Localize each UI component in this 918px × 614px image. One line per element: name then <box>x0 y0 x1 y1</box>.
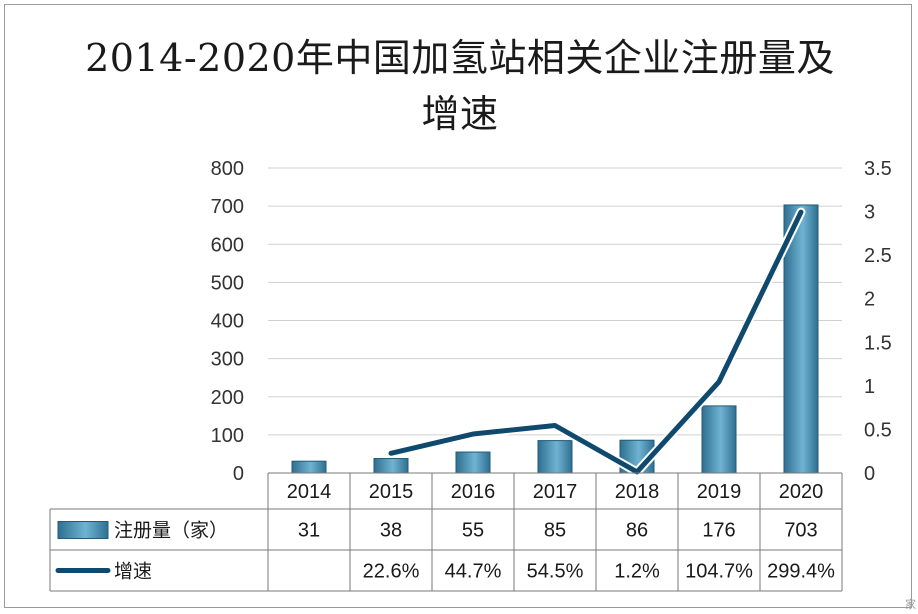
y-right-tick-label: 3.5 <box>864 158 892 180</box>
y-left-tick-label: 700 <box>211 196 244 218</box>
y-left-tick-label: 200 <box>211 387 244 409</box>
x-category-label: 2017 <box>533 481 578 503</box>
table-cell: 86 <box>626 520 648 542</box>
y-right-tick-label: 3 <box>864 202 875 224</box>
x-category-label: 2019 <box>697 481 742 503</box>
legend-bar-swatch <box>57 521 109 539</box>
y-right-tick-label: 1 <box>864 376 875 398</box>
y-left-tick-label: 500 <box>211 272 244 294</box>
y-right-tick-label: 2 <box>864 289 875 311</box>
x-category-label: 2014 <box>287 481 332 503</box>
y-right-tick-label: 1.5 <box>864 332 892 354</box>
y-left-tick-label: 0 <box>233 463 244 485</box>
legend-label: 注册量（家） <box>114 520 228 542</box>
chart-title: 2014-2020年中国加氢站相关企业注册量及增速 <box>85 36 835 136</box>
x-category-label: 2015 <box>369 481 414 503</box>
y-right-tick-label: 0.5 <box>864 419 892 441</box>
table-cell: 85 <box>544 520 566 542</box>
table-cell: 44.7% <box>445 561 502 583</box>
x-category-label: 2020 <box>779 481 824 503</box>
table-cell: 22.6% <box>363 561 420 583</box>
y-right-tick-label: 2.5 <box>864 245 892 267</box>
table-cell: 299.4% <box>767 561 835 583</box>
table-cell: 55 <box>462 520 484 542</box>
chart-frame <box>4 4 912 608</box>
x-category-label: 2018 <box>615 481 660 503</box>
y-left-tick-label: 300 <box>211 349 244 371</box>
table-cell: 38 <box>380 520 402 542</box>
bar <box>537 440 573 474</box>
y-right-tick-label: 0 <box>864 463 875 485</box>
y-left-tick-label: 600 <box>211 234 244 256</box>
bar <box>455 451 491 474</box>
watermark: 家 <box>905 598 916 611</box>
growth-line <box>388 209 804 475</box>
legend-label: 增速 <box>114 561 152 583</box>
bar <box>783 204 819 474</box>
y-left-tick-label: 100 <box>211 425 244 447</box>
table-cell: 703 <box>784 520 817 542</box>
bar <box>373 458 409 474</box>
bar <box>701 405 737 474</box>
bar <box>291 460 327 474</box>
table-cell: 104.7% <box>685 561 753 583</box>
y-left-tick-label: 800 <box>211 158 244 180</box>
table-cell: 1.2% <box>614 561 660 583</box>
table-cell: 54.5% <box>527 561 584 583</box>
table-cell: 176 <box>702 520 735 542</box>
y-left-tick-label: 400 <box>211 311 244 333</box>
x-category-label: 2016 <box>451 481 496 503</box>
table-cell: 31 <box>298 520 320 542</box>
